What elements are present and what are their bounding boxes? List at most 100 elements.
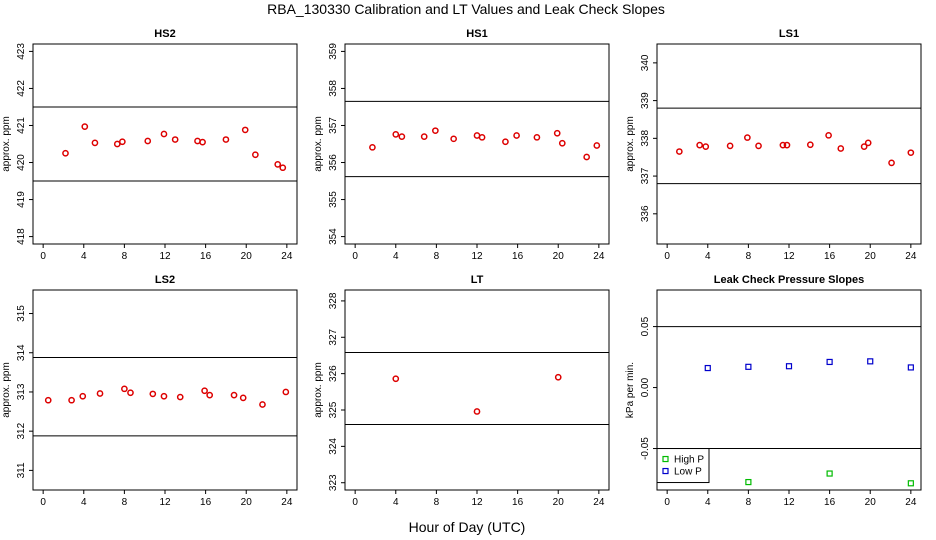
panel-hs2: HS2 approx. ppm 0 4 8 12 16 20 24 418 419 420 421 422… <box>1 28 298 262</box>
x-tick-label: 12 <box>471 497 483 508</box>
y-axis-label: approx. ppm <box>1 362 12 418</box>
x-tick-label: 0 <box>352 497 358 508</box>
x-tick-label: 24 <box>593 251 605 262</box>
x-tick-label: 8 <box>746 251 752 262</box>
x-tick-label: 12 <box>783 497 795 508</box>
data-point-lt <box>392 375 400 383</box>
data-point-ls2 <box>96 390 104 397</box>
data-point-ls2 <box>160 392 168 400</box>
data-point-low-p <box>704 364 711 372</box>
data-point-hs1 <box>558 139 566 147</box>
legend-swatch-low-p <box>662 467 669 475</box>
data-point-hs1 <box>553 129 561 137</box>
y-axis-label: approx. ppm <box>625 116 636 172</box>
x-tick-label: 24 <box>593 497 605 508</box>
data-point-ls2 <box>282 388 290 396</box>
x-tick-label: 8 <box>122 497 128 508</box>
y-axis-label: approx. ppm <box>313 116 324 172</box>
panel-title: HS1 <box>466 28 487 40</box>
y-tick-label: 340 <box>640 54 651 71</box>
x-tick-label: 8 <box>746 497 752 508</box>
data-point-low-p <box>745 363 752 370</box>
x-tick-label: 0 <box>664 497 670 508</box>
data-point-ls1 <box>726 142 734 150</box>
data-point-hs2 <box>252 151 259 159</box>
plot-frame <box>32 289 298 491</box>
data-point-hs2 <box>81 123 89 130</box>
data-point-hs1 <box>533 133 541 141</box>
data-point-ls1 <box>702 143 710 150</box>
y-tick-label: 323 <box>328 474 339 491</box>
y-tick-label: 312 <box>16 422 27 439</box>
panel-lt: LT approx. ppm 0 4 8 12 16 20 24 323 324 325 326 327 3… <box>313 274 610 508</box>
legend-label: High P <box>674 455 704 466</box>
data-point-low-p <box>826 358 833 366</box>
x-tick-label: 20 <box>241 251 253 262</box>
data-point-high-p <box>826 470 833 477</box>
data-point-ls2 <box>44 396 52 404</box>
y-tick-label: 359 <box>328 43 339 60</box>
data-point-ls1 <box>744 134 751 141</box>
y-tick-label: 339 <box>640 92 651 109</box>
data-point-lt <box>554 373 562 381</box>
data-point-hs1 <box>593 142 601 149</box>
x-tick-label: 20 <box>553 251 565 262</box>
y-tick-label: 423 <box>16 43 27 60</box>
x-tick-label: 16 <box>200 251 212 262</box>
data-point-hs2 <box>144 137 152 145</box>
data-point-hs1 <box>583 153 591 161</box>
data-point-ls1 <box>806 141 814 149</box>
data-point-low-p <box>785 363 793 370</box>
data-point-hs2 <box>171 136 179 143</box>
data-point-hs2 <box>274 161 282 168</box>
y-tick-label: 325 <box>328 401 339 418</box>
panel-title: LT <box>471 274 484 286</box>
data-point-ls1 <box>779 141 787 149</box>
data-point-hs1 <box>478 133 486 141</box>
data-point-hs1 <box>420 133 428 140</box>
panel-leak-check-pressure-slopes: Leak Check Pressure Slopes kPa per min. 0 4… <box>625 274 922 508</box>
x-tick-label: 8 <box>122 251 128 262</box>
y-tick-label: 315 <box>16 305 27 322</box>
data-point-hs1 <box>369 143 376 151</box>
x-tick-label: 16 <box>512 251 524 262</box>
data-point-ls1 <box>675 148 683 155</box>
data-point-hs1 <box>513 132 520 139</box>
data-point-ls2 <box>79 392 87 400</box>
x-tick-label: 8 <box>434 497 440 508</box>
panel-title: Leak Check Pressure Slopes <box>714 274 864 286</box>
y-tick-label: 358 <box>328 80 339 97</box>
x-tick-label: 0 <box>40 497 46 508</box>
data-point-ls2 <box>259 401 266 408</box>
data-point-hs1 <box>392 131 400 138</box>
data-point-hs1 <box>502 138 509 146</box>
x-tick-label: 4 <box>705 251 711 262</box>
x-tick-label: 16 <box>824 251 836 262</box>
y-axis-label: approx. ppm <box>1 116 12 172</box>
x-tick-label: 4 <box>81 497 87 508</box>
y-tick-label: 311 <box>16 462 27 478</box>
data-point-ls2 <box>149 390 157 398</box>
data-point-hs2 <box>199 138 206 146</box>
y-tick-label: -0.05 <box>640 437 651 460</box>
y-tick-label: 354 <box>328 228 339 245</box>
x-tick-label: 16 <box>824 497 836 508</box>
data-point-hs2 <box>222 136 230 143</box>
data-point-ls1 <box>864 139 872 147</box>
y-tick-label: 0.05 <box>640 316 651 336</box>
data-point-ls2 <box>121 385 128 393</box>
x-tick-label: 8 <box>434 251 440 262</box>
y-tick-label: 313 <box>16 383 27 400</box>
legend-swatch-high-p <box>662 455 669 463</box>
x-tick-label: 20 <box>241 497 253 508</box>
x-tick-label: 0 <box>664 251 670 262</box>
data-point-ls1 <box>837 145 845 152</box>
x-tick-label: 4 <box>393 251 399 262</box>
data-point-low-p <box>907 364 914 371</box>
data-point-ls2 <box>201 387 208 395</box>
data-point-hs2 <box>91 139 99 147</box>
y-tick-label: 338 <box>640 130 651 147</box>
data-point-hs2 <box>279 164 287 172</box>
legend-label: Low P <box>674 467 702 478</box>
